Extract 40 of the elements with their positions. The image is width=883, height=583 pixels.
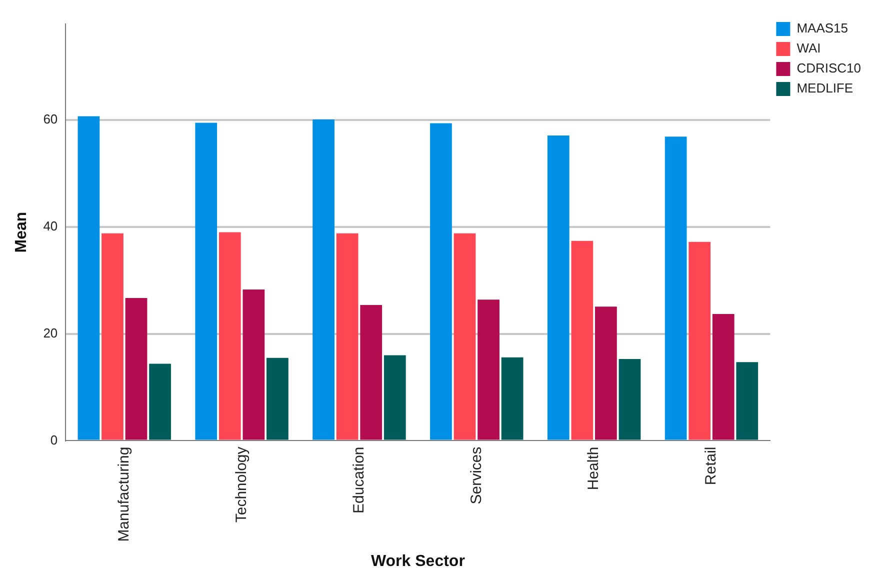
x-tick-label: Manufacturing: [116, 446, 133, 542]
y-tick-label: 60: [43, 112, 58, 127]
bar: [266, 358, 288, 440]
bar: [384, 355, 406, 440]
bar: [360, 304, 382, 440]
bar: [664, 136, 687, 440]
legend-label: CDRISC10: [796, 60, 861, 76]
y-tick-label: 0: [50, 432, 58, 448]
x-tick-label: Health: [585, 446, 602, 490]
bar: [336, 233, 358, 440]
legend-label: MAAS15: [796, 20, 848, 36]
bar: [78, 116, 100, 440]
bar: [571, 240, 594, 440]
bar: [430, 123, 452, 440]
x-axis-title: Work Sector: [370, 552, 465, 570]
bar: [618, 358, 641, 440]
legend-label: WAI: [796, 40, 821, 56]
bar: [102, 233, 124, 440]
bar: [712, 314, 734, 440]
bar: [242, 289, 265, 440]
x-tick-label: Technology: [232, 446, 250, 523]
bar: [547, 136, 570, 440]
bar: [736, 362, 758, 440]
y-tick-label: 20: [43, 325, 58, 340]
y-axis-title: Mean: [13, 212, 30, 253]
bar: [195, 122, 218, 440]
y-tick-label: 40: [43, 218, 58, 234]
bar: [125, 298, 148, 440]
bar: [312, 119, 334, 440]
bar: [595, 306, 617, 440]
bar: [501, 357, 524, 440]
bar: [218, 232, 241, 440]
legend-label: MEDLIFE: [796, 80, 854, 96]
bar: [688, 242, 711, 440]
x-tick-label: Retail: [702, 446, 720, 486]
x-tick-label: Education: [350, 446, 368, 514]
bar: [149, 364, 171, 440]
bar: [478, 300, 500, 440]
bar: [454, 233, 476, 440]
x-tick-label: Services: [468, 446, 485, 504]
